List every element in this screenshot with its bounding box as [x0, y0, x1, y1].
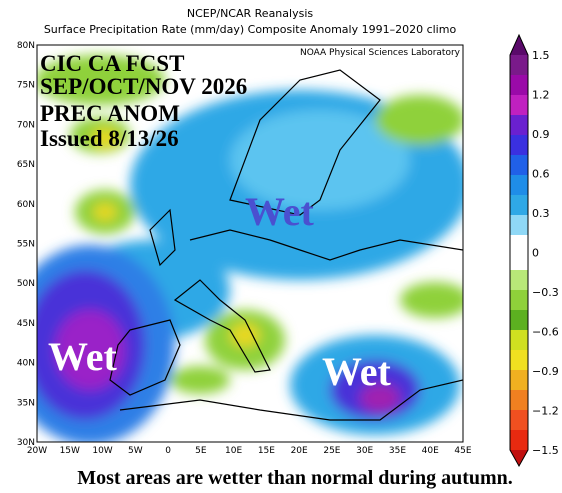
lon-label: 5W	[128, 446, 143, 456]
lon-label: 35E	[389, 446, 406, 456]
overlay-text: SEP/OCT/NOV 2026	[40, 74, 247, 99]
caption: Most areas are wetter than normal during…	[77, 467, 513, 489]
annotation: Wet	[322, 349, 392, 394]
colorbar	[509, 33, 529, 468]
colorbar-label: 0.3	[532, 207, 550, 220]
lon-label: 0	[165, 446, 171, 456]
annotation: Wet	[48, 334, 118, 379]
lon-label: 15E	[258, 446, 275, 456]
colorbar-label: 0	[532, 247, 539, 260]
subtitle: Surface Precipitation Rate (mm/day) Comp…	[44, 23, 457, 36]
annotation: Wet	[245, 189, 315, 234]
lon-label: 15W	[60, 446, 80, 456]
colorbar-label: 0.9	[532, 128, 550, 141]
lat-label: 75N	[17, 81, 35, 91]
lon-label: 20E	[291, 446, 308, 456]
title: NCEP/NCAR Reanalysis	[187, 7, 313, 20]
lat-label: 70N	[17, 120, 35, 130]
colorbar-labels: 1.5 1.2 0.9 0.6 0.3 0 −0.3 −0.6 −0.9 −1.2 −1.5	[532, 49, 559, 457]
lon-label: 25E	[323, 446, 340, 456]
lon-label: 10W	[92, 446, 112, 456]
lat-label: 35N	[17, 398, 35, 408]
lon-label: 30E	[356, 446, 373, 456]
lat-label: 55N	[17, 240, 35, 250]
map: CIC CA FCST SEP/OCT/NOV 2026 PREC ANOM I…	[37, 45, 463, 442]
lat-label: 50N	[17, 279, 35, 289]
lon-label: 20W	[27, 446, 47, 456]
colorbar-label: −0.6	[532, 326, 559, 339]
lat-label: 45N	[17, 319, 35, 329]
lon-label: 40E	[422, 446, 439, 456]
lon-label: 45E	[454, 446, 471, 456]
map-frame	[36, 44, 464, 443]
lat-label: 30N	[17, 438, 35, 448]
colorbar-label: −0.3	[532, 286, 559, 299]
colorbar-label: 0.6	[532, 168, 550, 181]
colorbar-label: −1.2	[532, 405, 559, 418]
colorbar-label: −0.9	[532, 365, 559, 378]
colorbar-label: −1.5	[532, 444, 559, 457]
lon-label: 10E	[225, 446, 242, 456]
colorbar-label: 1.5	[532, 49, 550, 62]
lat-label: 65N	[17, 160, 35, 170]
lon-label: 5E	[195, 446, 207, 456]
overlay-text: Issued 8/13/26	[40, 126, 179, 151]
lat-label: 40N	[17, 359, 35, 369]
credit: NOAA Physical Sciences Laboratory	[300, 48, 461, 58]
lat-label: 60N	[17, 200, 35, 210]
overlay-text: PREC ANOM	[40, 101, 180, 126]
lat-label: 80N	[17, 41, 35, 51]
colorbar-label: 1.2	[532, 89, 550, 102]
overlay-text: CIC CA FCST	[40, 51, 184, 76]
